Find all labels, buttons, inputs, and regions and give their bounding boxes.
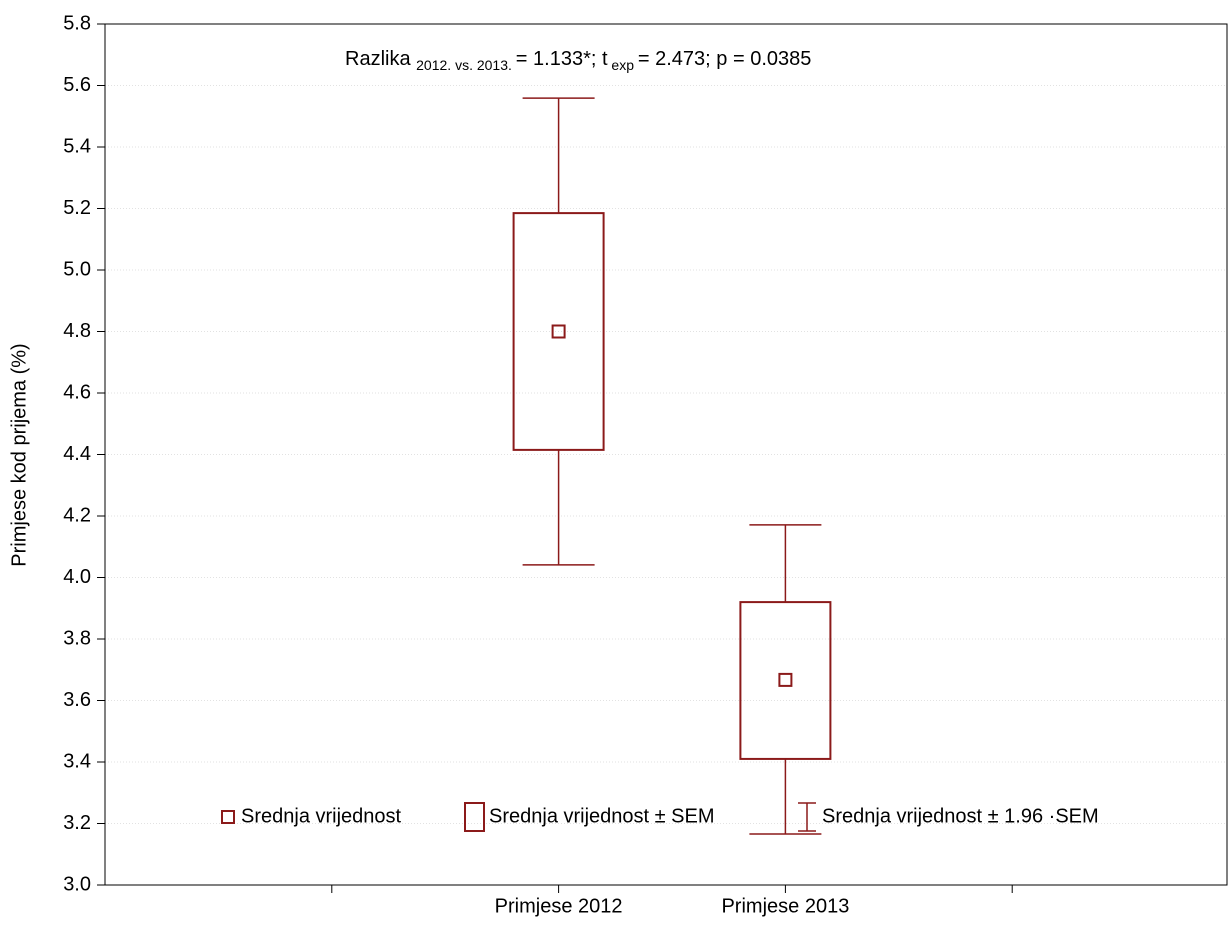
annotation-subscript: exp [608, 57, 638, 73]
y-tick-label: 5.2 [63, 197, 91, 219]
y-tick-label: 3.4 [63, 750, 91, 772]
y-tick-label: 4.4 [63, 443, 91, 465]
y-tick-label: 5.6 [63, 74, 91, 96]
legend-label: Srednja vrijednost ± SEM [489, 805, 715, 827]
legend-label: Srednja vrijednost ± 1.96 ·SEM [822, 805, 1099, 827]
plot-frame [104, 23, 1228, 886]
sem-box [512, 212, 605, 451]
mean-marker [551, 324, 566, 339]
annotation: Razlika 2012. vs. 2013. = 1.133*; t exp … [345, 48, 811, 72]
y-tick-label: 3.2 [63, 812, 91, 834]
x-tick-label: Primjese 2013 [721, 895, 849, 917]
x-tick-label: Primjese 2012 [495, 895, 623, 917]
annotation-text: = 1.133*; t [516, 48, 608, 70]
y-tick-label: 4.2 [63, 504, 91, 526]
annotation-text: Razlika [345, 48, 416, 70]
legend-icon-mean [221, 810, 235, 824]
y-tick-label: 4.8 [63, 320, 91, 342]
annotation-subscript: 2012. vs. 2013. [416, 57, 516, 73]
legend-label: Srednja vrijednost [241, 805, 402, 827]
y-tick-label: 5.4 [63, 135, 91, 157]
legend-icon-whisker [798, 802, 816, 832]
y-tick-label: 3.8 [63, 627, 91, 649]
y-tick-label: 3.0 [63, 873, 91, 895]
y-tick-label: 4.0 [63, 566, 91, 588]
sem-box [739, 601, 832, 760]
y-tick-label: 5.0 [63, 258, 91, 280]
annotation-text: = 2.473; p = 0.0385 [638, 48, 812, 70]
legend-icon-box [464, 802, 485, 832]
y-tick-label: 5.8 [63, 12, 91, 34]
y-axis-label: Primjese kod prijema (%) [8, 343, 30, 566]
y-tick-label: 4.6 [63, 381, 91, 403]
y-tick-label: 3.6 [63, 689, 91, 711]
mean-marker [778, 672, 793, 687]
